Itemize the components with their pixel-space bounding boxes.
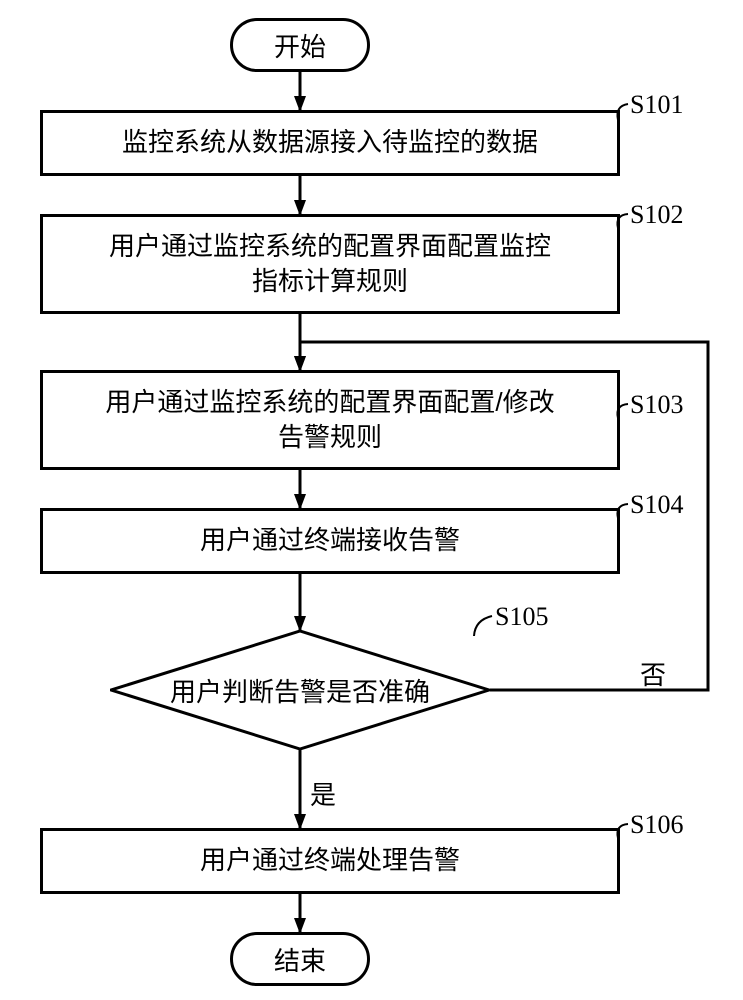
leader-c104 [617, 504, 628, 518]
leader-c101 [617, 104, 628, 120]
leader-curves [0, 0, 743, 1000]
leader-c106 [617, 824, 628, 838]
leader-c103 [617, 404, 628, 418]
leader-c105 [474, 616, 492, 636]
leader-c102 [617, 214, 628, 228]
flowchart-canvas: 开始 结束 监控系统从数据源接入待监控的数据 用户通过监控系统的配置界面配置监控… [0, 0, 743, 1000]
